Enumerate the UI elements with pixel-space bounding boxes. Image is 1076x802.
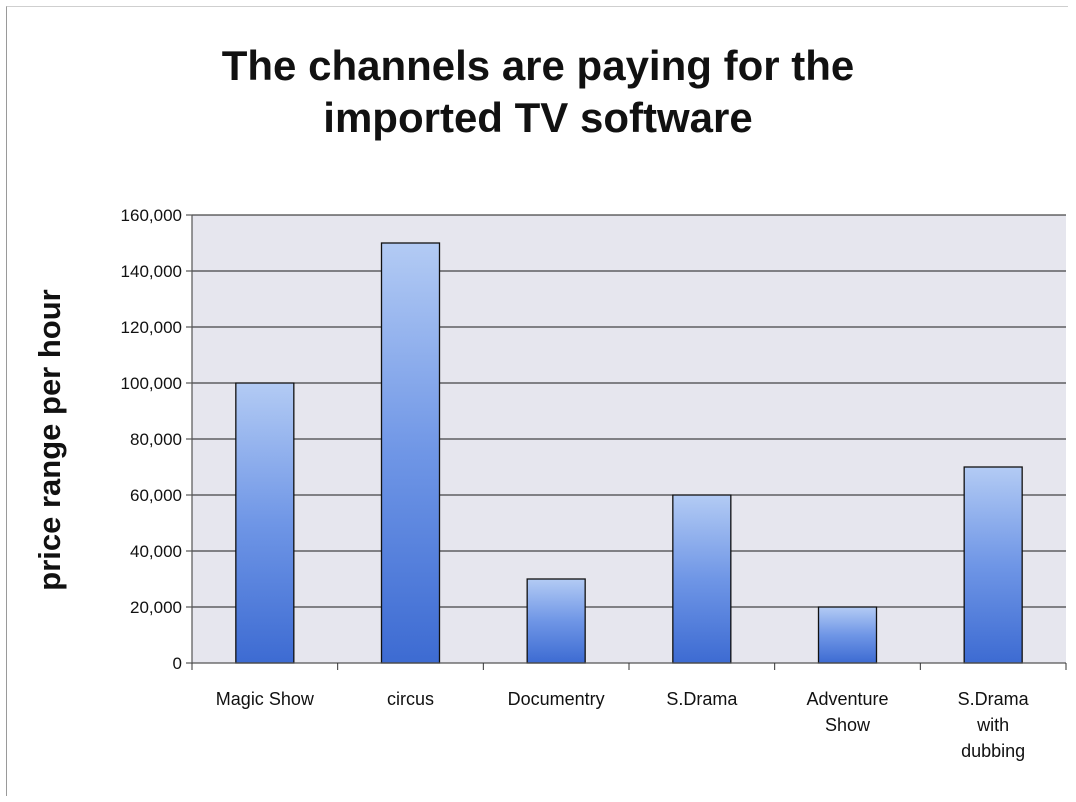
bar xyxy=(235,382,295,664)
bar xyxy=(526,578,586,664)
y-tick-label: 140,000 xyxy=(121,262,182,281)
x-category-label: Magic Show xyxy=(216,689,315,709)
axes xyxy=(186,214,1067,670)
chart-title: The channels are paying for the imported… xyxy=(0,40,1076,144)
y-tick-label: 0 xyxy=(173,654,182,673)
x-category-label: Adventure Show xyxy=(806,689,888,735)
bar xyxy=(963,466,1023,664)
chart-title-line-2: imported TV software xyxy=(323,94,753,141)
y-tick-label: 20,000 xyxy=(130,598,182,617)
x-category-label: Documentry xyxy=(508,689,605,709)
y-tick-labels: 0 20,000 40,000 60,000 80,000 100,000 120,000 1… xyxy=(121,206,182,673)
y-tick-label: 60,000 xyxy=(130,486,182,505)
gridlines xyxy=(192,214,1066,608)
y-tick-label: 120,000 xyxy=(121,318,182,337)
chart-frame xyxy=(6,6,1068,796)
y-tick-label: 100,000 xyxy=(121,374,182,393)
bars xyxy=(235,242,1023,664)
x-category-label: S.Drama with dubbing xyxy=(958,689,1030,761)
y-tick-label: 80,000 xyxy=(130,430,182,449)
bar xyxy=(672,494,732,664)
x-category-label: circus xyxy=(387,689,434,709)
y-tick-label: 160,000 xyxy=(121,206,182,225)
bar xyxy=(817,606,878,664)
chart-title-line-1: The channels are paying for the xyxy=(221,42,855,89)
x-category-labels: Magic Show circus Documentry S.Drama Adventu… xyxy=(216,689,1030,761)
bar xyxy=(380,242,441,664)
x-category-label: S.Drama xyxy=(666,689,738,709)
y-tick-label: 40,000 xyxy=(130,542,182,561)
